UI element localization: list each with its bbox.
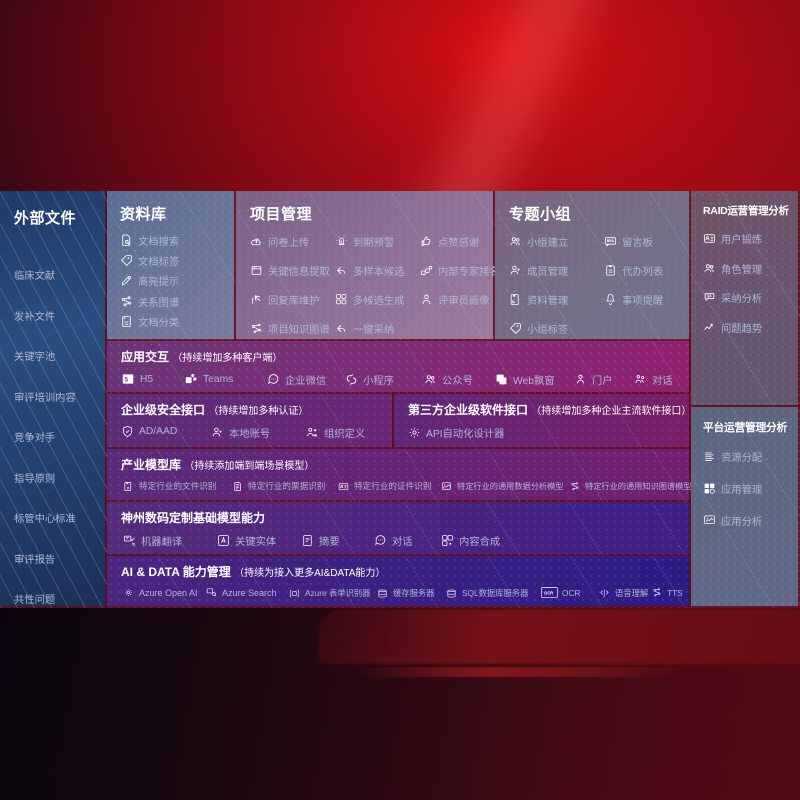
svg-text:QA: QA [707, 294, 713, 298]
svg-text:5: 5 [125, 376, 129, 383]
svg-text:OCR: OCR [544, 590, 553, 595]
svg-text:BBS: BBS [607, 239, 615, 243]
